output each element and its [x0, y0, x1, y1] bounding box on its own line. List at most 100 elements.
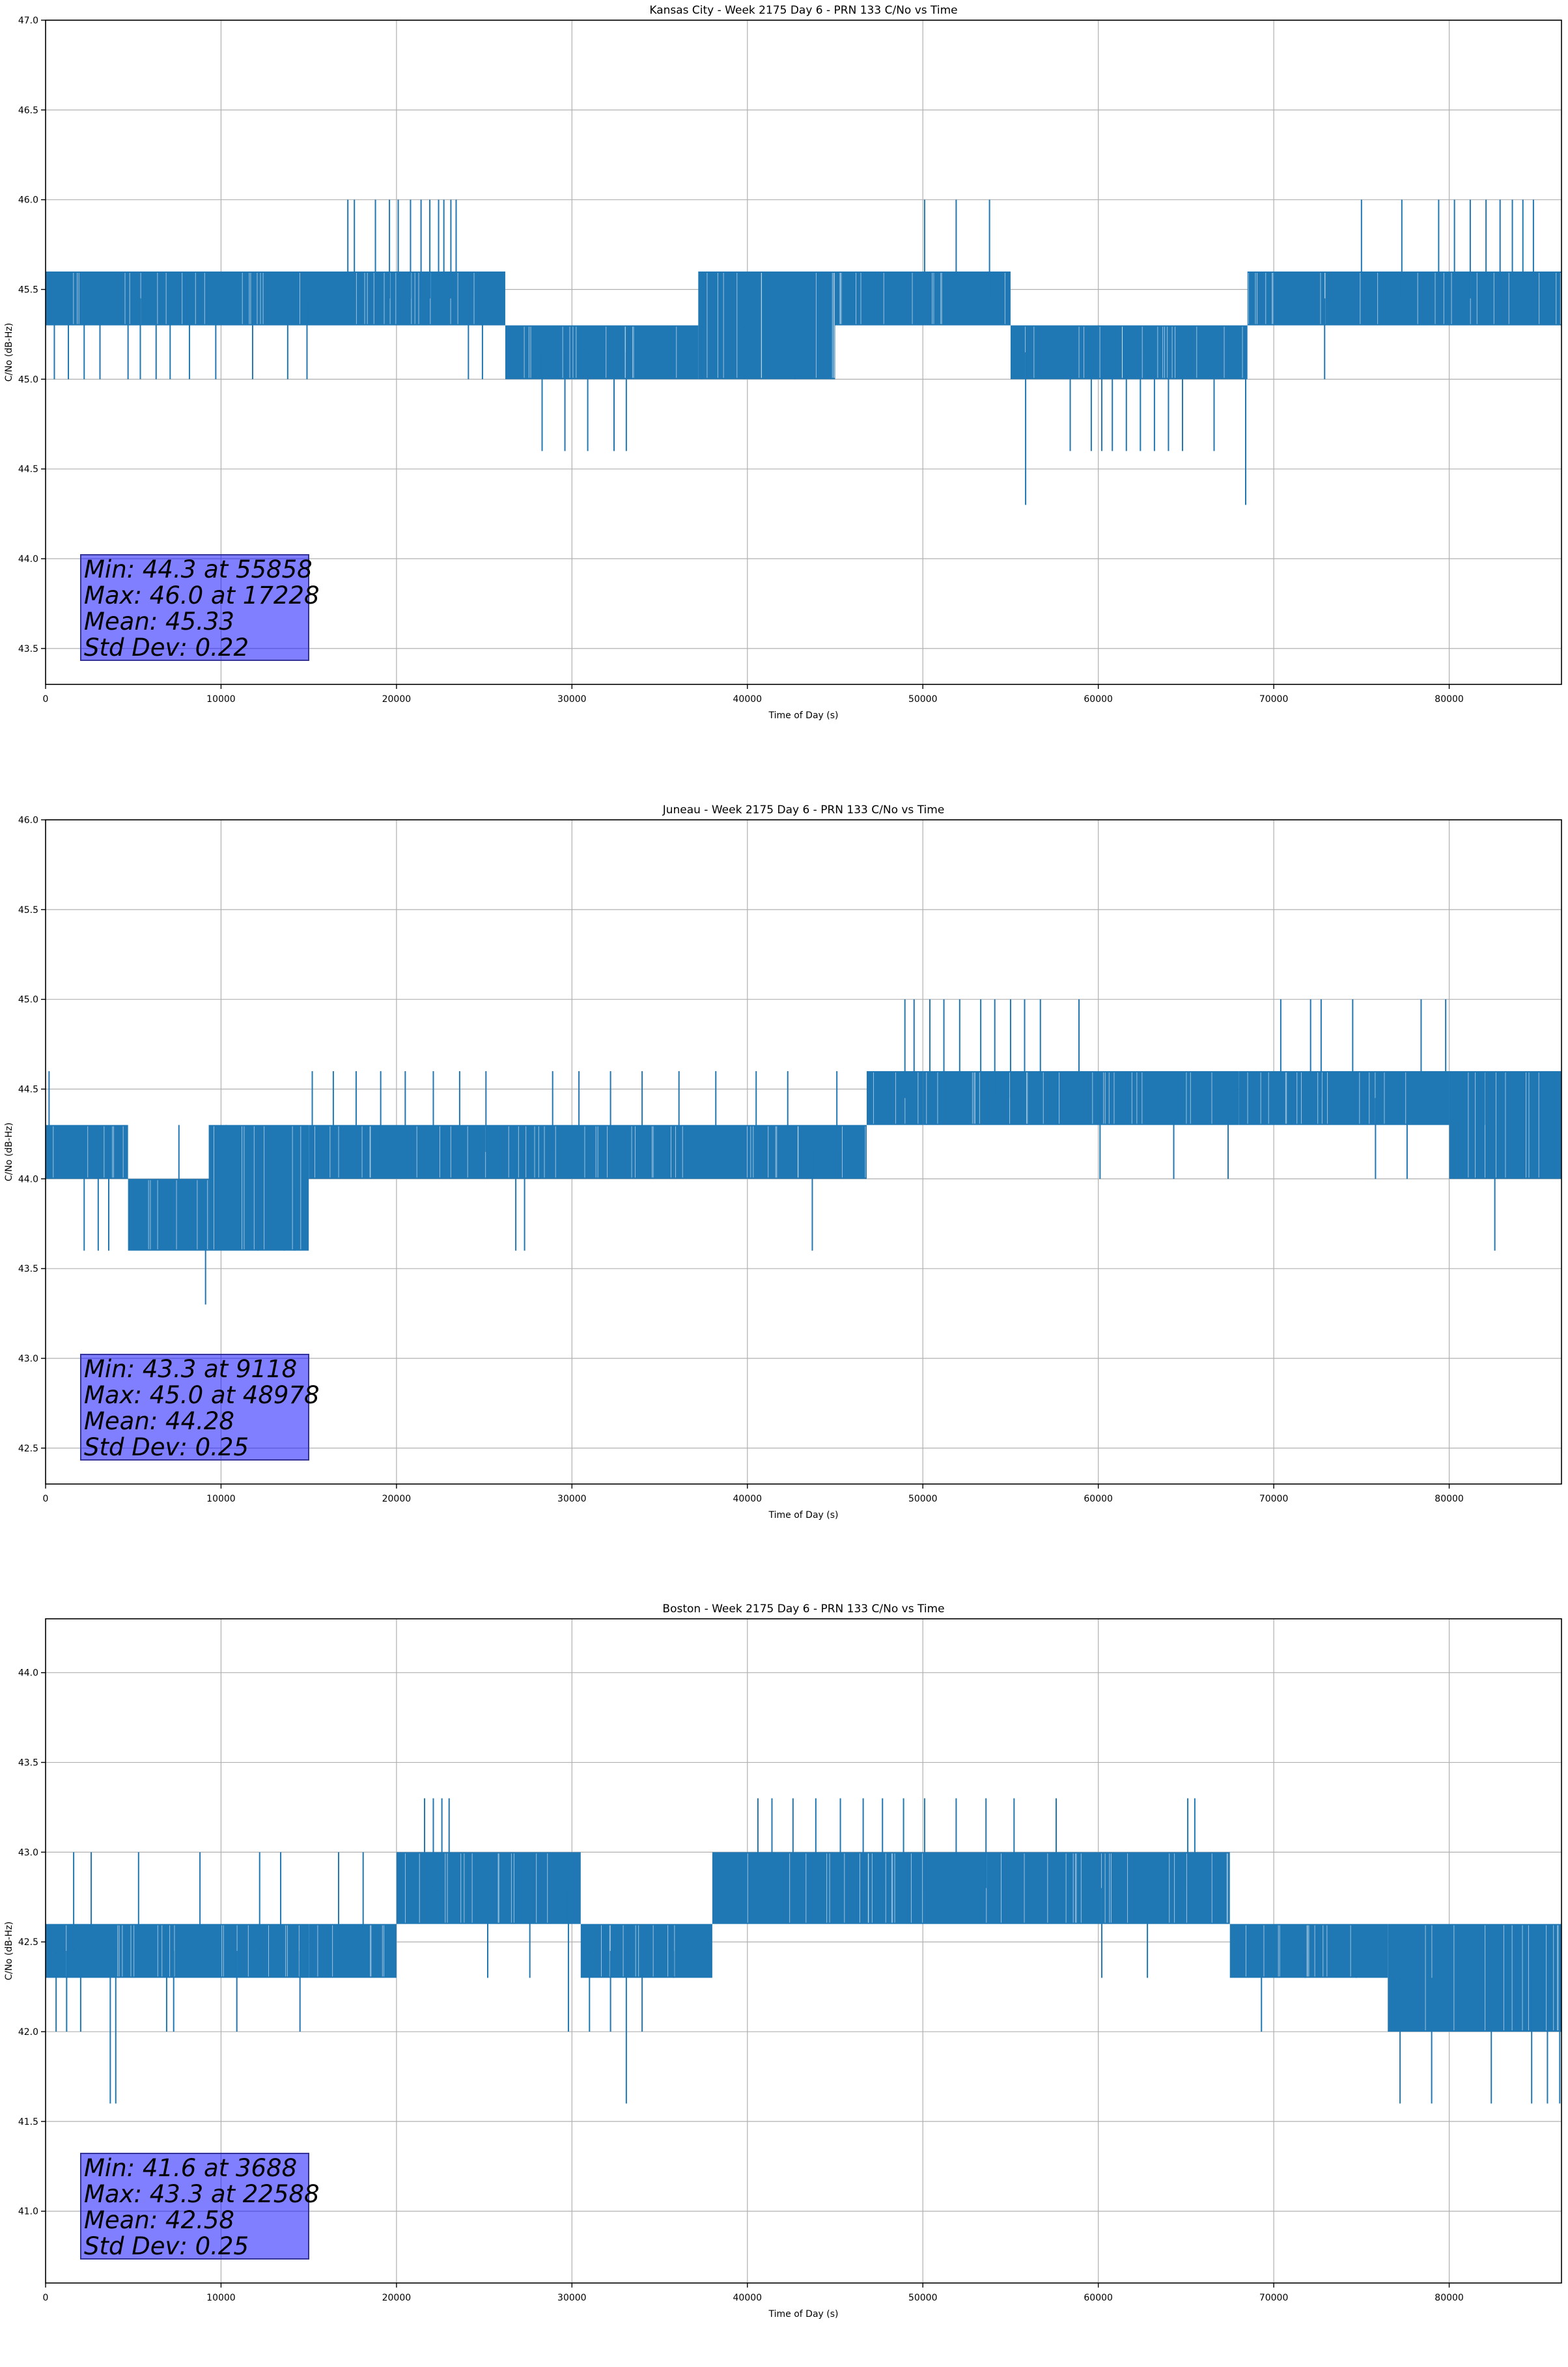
signal-band [580, 1924, 712, 1978]
y-tick-label: 44.5 [18, 1085, 38, 1095]
stats-min: Min: 41.6 at 3688 [84, 2154, 298, 2182]
x-tick-label: 0 [43, 694, 49, 705]
y-tick-label: 45.5 [18, 285, 38, 296]
chart-juneau: Juneau - Week 2175 Day 6 - PRN 133 C/No … [0, 800, 1568, 1568]
x-tick-label: 30000 [557, 1494, 587, 1504]
x-tick-label: 10000 [206, 2293, 236, 2303]
signal-band [1388, 1924, 1561, 2032]
x-tick-label: 50000 [908, 2293, 938, 2303]
y-tick-label: 43.0 [18, 1354, 38, 1364]
stats-mean: Mean: 42.58 [84, 2206, 234, 2234]
y-tick-label: 42.5 [18, 1937, 38, 1948]
signal-band [396, 1852, 581, 1924]
x-tick-label: 70000 [1259, 694, 1289, 705]
y-tick-label: 43.5 [18, 644, 38, 654]
x-tick-label: 70000 [1259, 1494, 1289, 1504]
signal-band [46, 271, 505, 326]
axes-frame [45, 819, 1562, 1485]
signal-band [505, 325, 699, 380]
stats-std-dev: Std Dev: 0.25 [84, 1433, 249, 1461]
x-tick-label: 0 [43, 2293, 49, 2303]
y-tick-label: 43.5 [18, 1758, 38, 1769]
x-axis-label: Time of Day (s) [768, 2309, 839, 2319]
signal-band [46, 1924, 309, 1978]
signal-band [309, 1924, 397, 1978]
figure: Kansas City - Week 2175 Day 6 - PRN 133 … [0, 0, 1568, 2319]
stats-max: Max: 46.0 at 17228 [84, 581, 320, 609]
y-tick-label: 44.0 [18, 554, 38, 565]
stats-box-juneau: Min: 43.3 at 9118 Max: 45.0 at 48978 Mea… [80, 1354, 320, 1461]
y-axis-label: C/No (dB-Hz) [4, 323, 14, 382]
x-tick-label: 10000 [206, 1494, 236, 1504]
signal-band [835, 271, 1011, 326]
y-tick-label: 43.0 [18, 1847, 38, 1858]
x-tick-label: 50000 [908, 1494, 938, 1504]
series-cno [46, 999, 1561, 1305]
x-tick-label: 40000 [733, 694, 763, 705]
y-tick-label: 45.0 [18, 995, 38, 1005]
signal-band [208, 1125, 309, 1251]
y-tick-label: 44.0 [18, 1668, 38, 1679]
y-axis-label: C/No (dB-Hz) [4, 1123, 14, 1181]
x-tick-label: 60000 [1084, 1494, 1113, 1504]
x-tick-label: 20000 [382, 2293, 412, 2303]
stats-box-boston: Min: 41.6 at 3688 Max: 43.3 at 22588 Mea… [80, 2153, 320, 2260]
y-tick-label: 41.0 [18, 2207, 38, 2217]
x-tick-label: 80000 [1435, 1494, 1464, 1504]
x-tick-label: 30000 [557, 2293, 587, 2303]
x-tick-label: 40000 [733, 2293, 763, 2303]
x-tick-label: 40000 [733, 1494, 763, 1504]
stats-box-kansas-city: Min: 44.3 at 55858 Max: 46.0 at 17228 Me… [80, 554, 320, 662]
stats-mean: Mean: 44.28 [84, 1407, 234, 1435]
x-axis-label: Time of Day (s) [768, 710, 839, 721]
plot-area-boston: Boston - Week 2175 Day 6 - PRN 133 C/No … [4, 1603, 1562, 2319]
x-axis-label: Time of Day (s) [768, 1510, 839, 1520]
y-tick-label: 44.0 [18, 1174, 38, 1184]
signal-band [923, 1071, 1239, 1125]
signal-band [698, 271, 835, 380]
stats-max: Max: 45.0 at 48978 [84, 1381, 320, 1409]
y-tick-label: 43.5 [18, 1264, 38, 1274]
signal-band [309, 1125, 867, 1179]
signal-band [1239, 1071, 1449, 1125]
x-tick-label: 70000 [1259, 2293, 1289, 2303]
x-tick-label: 80000 [1435, 2293, 1464, 2303]
y-tick-label: 42.0 [18, 2027, 38, 2038]
stats-min: Min: 43.3 at 9118 [84, 1355, 298, 1383]
y-tick-label: 46.0 [18, 815, 38, 826]
chart-boston: Boston - Week 2175 Day 6 - PRN 133 C/No … [0, 1599, 1568, 2367]
x-tick-label: 20000 [382, 694, 412, 705]
chart-title: Juneau - Week 2175 Day 6 - PRN 133 C/No … [662, 804, 945, 817]
signal-band [128, 1179, 209, 1251]
x-tick-label: 30000 [557, 694, 587, 705]
axes-frame [45, 1618, 1562, 2284]
y-tick-label: 42.5 [18, 1444, 38, 1454]
y-tick-label: 45.0 [18, 374, 38, 385]
x-tick-label: 60000 [1084, 2293, 1113, 2303]
axes-frame [45, 20, 1562, 685]
stats-std-dev: Std Dev: 0.25 [84, 2232, 249, 2260]
x-tick-label: 0 [43, 1494, 49, 1504]
x-tick-label: 50000 [908, 694, 938, 705]
x-tick-label: 80000 [1435, 694, 1464, 705]
y-tick-label: 45.5 [18, 905, 38, 916]
chart-title: Boston - Week 2175 Day 6 - PRN 133 C/No … [662, 1603, 944, 1616]
plot-area-juneau: Juneau - Week 2175 Day 6 - PRN 133 C/No … [4, 804, 1562, 1520]
stats-max: Max: 43.3 at 22588 [84, 2180, 320, 2208]
chart-title: Kansas City - Week 2175 Day 6 - PRN 133 … [649, 4, 957, 17]
series-cno [46, 199, 1561, 505]
chart-kansas-city: Kansas City - Week 2175 Day 6 - PRN 133 … [0, 0, 1568, 768]
y-tick-label: 46.5 [18, 105, 38, 116]
x-tick-label: 60000 [1084, 694, 1113, 705]
signal-band [1247, 271, 1561, 326]
x-tick-label: 10000 [206, 694, 236, 705]
stats-std-dev: Std Dev: 0.22 [84, 634, 249, 662]
grid [45, 819, 1561, 1484]
stats-mean: Mean: 45.33 [84, 608, 234, 636]
signal-band [46, 1125, 128, 1179]
y-tick-label: 44.5 [18, 464, 38, 475]
series-cno [46, 1798, 1561, 2104]
plot-area-kansas-city: Kansas City - Week 2175 Day 6 - PRN 133 … [4, 4, 1562, 721]
signal-band [712, 1852, 1230, 1924]
signal-band [1010, 325, 1248, 380]
